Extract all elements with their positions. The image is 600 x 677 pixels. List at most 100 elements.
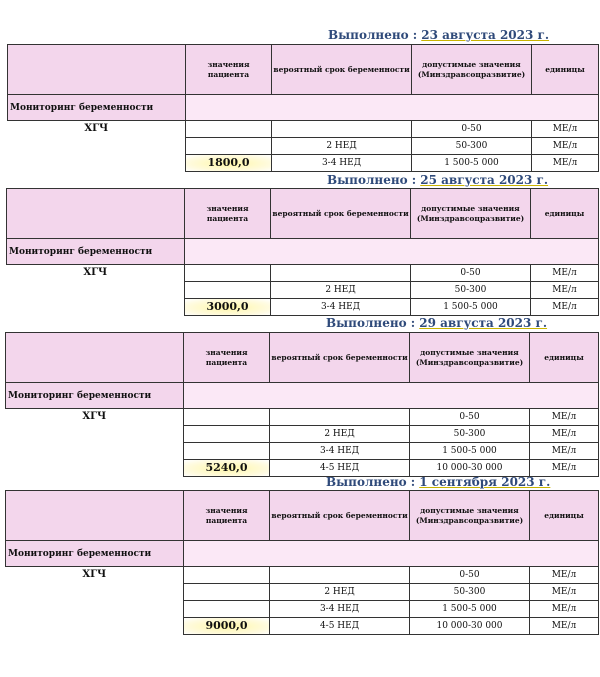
term-cell [271, 120, 412, 138]
term-cell: 2 НЕД [271, 137, 412, 155]
ref-cell: 0-50 [410, 264, 531, 282]
unit-cell: МЕ/л [531, 154, 599, 172]
report-date: 29 августа 2023 г. [419, 316, 548, 330]
col-ref: допустимые значения (Минздравсоцразвитие… [409, 490, 530, 541]
report-date: 23 августа 2023 г. [421, 28, 550, 42]
header-blank [6, 188, 185, 239]
term-cell: 3-4 НЕД [269, 442, 410, 460]
done-label: Выполнено : [328, 28, 418, 42]
col-term: вероятный срок беременности [269, 332, 410, 383]
col-units: единицы [529, 332, 599, 383]
term-cell: 3-4 НЕД [271, 154, 412, 172]
section-name: Мониторинг беременности [6, 238, 185, 265]
ref-cell: 0-50 [411, 120, 532, 138]
section-name: Мониторинг беременности [7, 94, 186, 121]
done-label: Выполнено : [327, 173, 417, 187]
results-table-3: значения пациента вероятный срок беремен… [5, 332, 599, 477]
term-cell: 2 НЕД [269, 583, 410, 601]
col-units: единицы [531, 44, 599, 95]
term-cell: 2 НЕД [270, 281, 411, 299]
ref-cell: 0-50 [409, 566, 530, 584]
section-fill [185, 94, 599, 121]
ref-cell: 10 000-30 000 [409, 459, 530, 477]
ref-cell: 1 500-5 000 [409, 442, 530, 460]
col-patient: значения пациента [184, 188, 271, 239]
section-fill [184, 238, 599, 265]
test-name: ХГЧ [7, 120, 186, 172]
unit-cell: МЕ/л [529, 617, 599, 635]
header-blank [5, 332, 184, 383]
section-name: Мониторинг беременности [5, 540, 184, 567]
report-date: 25 августа 2023 г. [420, 173, 549, 187]
patient-value-empty [184, 281, 271, 299]
col-units: единицы [530, 188, 599, 239]
term-cell: 4-5 НЕД [269, 459, 410, 477]
done-label: Выполнено : [326, 475, 416, 489]
report-date: 1 сентября 2023 г. [419, 475, 551, 489]
col-term: вероятный срок беременности [269, 490, 410, 541]
test-name: ХГЧ [5, 408, 184, 477]
patient-value: 5240,0 [183, 459, 270, 477]
results-table-2: значения пациента вероятный срок беремен… [6, 188, 599, 316]
patient-value-empty [183, 566, 270, 584]
col-patient: значения пациента [183, 490, 270, 541]
patient-value-empty [185, 120, 272, 138]
report-date-heading-2: Выполнено :25 августа 2023 г. [327, 173, 548, 187]
done-label: Выполнено : [326, 316, 416, 330]
ref-cell: 50-300 [410, 281, 531, 299]
term-cell [270, 264, 411, 282]
ref-cell: 1 500-5 000 [410, 298, 531, 316]
term-cell: 4-5 НЕД [269, 617, 410, 635]
patient-value-empty [183, 425, 270, 443]
unit-cell: МЕ/л [529, 408, 599, 426]
patient-value-empty [185, 137, 272, 155]
results-table-1: значения пациента вероятный срок беремен… [7, 44, 599, 172]
term-cell [269, 566, 410, 584]
results-table-4: значения пациента вероятный срок беремен… [5, 490, 599, 635]
col-ref: допустимые значения (Минздравсоцразвитие… [409, 332, 530, 383]
unit-cell: МЕ/л [529, 459, 599, 477]
unit-cell: МЕ/л [531, 137, 599, 155]
ref-cell: 10 000-30 000 [409, 617, 530, 635]
col-ref: допустимые значения (Минздравсоцразвитие… [411, 44, 532, 95]
ref-cell: 50-300 [409, 425, 530, 443]
patient-value: 3000,0 [184, 298, 271, 316]
report-date-heading-4: Выполнено :1 сентября 2023 г. [326, 475, 550, 489]
term-cell: 3-4 НЕД [269, 600, 410, 618]
header-blank [7, 44, 186, 95]
term-cell: 2 НЕД [269, 425, 410, 443]
header-blank [5, 490, 184, 541]
term-cell: 3-4 НЕД [270, 298, 411, 316]
col-term: вероятный срок беременности [271, 44, 412, 95]
patient-value: 1800,0 [185, 154, 272, 172]
col-term: вероятный срок беременности [270, 188, 411, 239]
patient-value: 9000,0 [183, 617, 270, 635]
patient-value-empty [184, 264, 271, 282]
unit-cell: МЕ/л [529, 583, 599, 601]
report-date-heading-3: Выполнено :29 августа 2023 г. [326, 316, 547, 330]
unit-cell: МЕ/л [529, 442, 599, 460]
patient-value-empty [183, 442, 270, 460]
col-units: единицы [529, 490, 599, 541]
ref-cell: 0-50 [409, 408, 530, 426]
section-fill [183, 540, 599, 567]
unit-cell: МЕ/л [529, 425, 599, 443]
test-name: ХГЧ [6, 264, 185, 316]
ref-cell: 1 500-5 000 [409, 600, 530, 618]
ref-cell: 50-300 [409, 583, 530, 601]
unit-cell: МЕ/л [531, 120, 599, 138]
unit-cell: МЕ/л [529, 566, 599, 584]
section-fill [183, 382, 599, 409]
unit-cell: МЕ/л [530, 298, 599, 316]
ref-cell: 1 500-5 000 [411, 154, 532, 172]
unit-cell: МЕ/л [530, 264, 599, 282]
report-date-heading-1: Выполнено :23 августа 2023 г. [328, 28, 549, 42]
unit-cell: МЕ/л [530, 281, 599, 299]
col-patient: значения пациента [185, 44, 272, 95]
ref-cell: 50-300 [411, 137, 532, 155]
test-name: ХГЧ [5, 566, 184, 635]
unit-cell: МЕ/л [529, 600, 599, 618]
col-ref: допустимые значения (Минздравсоцразвитие… [410, 188, 531, 239]
section-name: Мониторинг беременности [5, 382, 184, 409]
patient-value-empty [183, 583, 270, 601]
